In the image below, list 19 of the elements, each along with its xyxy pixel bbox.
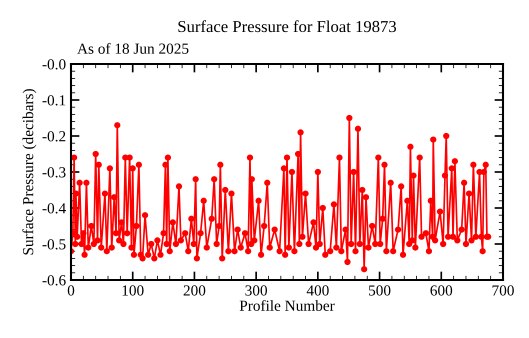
x-tick-label: 0 (68, 285, 74, 296)
x-tick-label: 200 (184, 285, 206, 296)
x-axis-title: Profile Number (240, 300, 335, 311)
y-tick-label: -0.6 (42, 275, 66, 286)
y-tick-label: -0.0 (42, 59, 66, 70)
y-axis-title: Surface Pressure (decibars) (22, 89, 36, 255)
x-tick-label: 500 (369, 285, 390, 296)
y-tick-label: -0.1 (42, 95, 66, 106)
y-tick-label: -0.4 (42, 203, 66, 214)
y-tick-label: -0.2 (42, 131, 66, 142)
y-tick-label: -0.3 (42, 167, 66, 178)
x-tick-label: 300 (245, 285, 268, 296)
x-tick-label: 100 (122, 285, 144, 296)
x-tick-label: 700 (492, 285, 514, 296)
x-tick-label: 600 (430, 285, 452, 296)
y-tick-label: -0.5 (42, 239, 66, 250)
chart-title: Surface Pressure for Float 19873 (178, 20, 396, 32)
x-tick-label: 400 (306, 285, 329, 296)
text: As of 18 Jun 2025 (77, 42, 188, 54)
